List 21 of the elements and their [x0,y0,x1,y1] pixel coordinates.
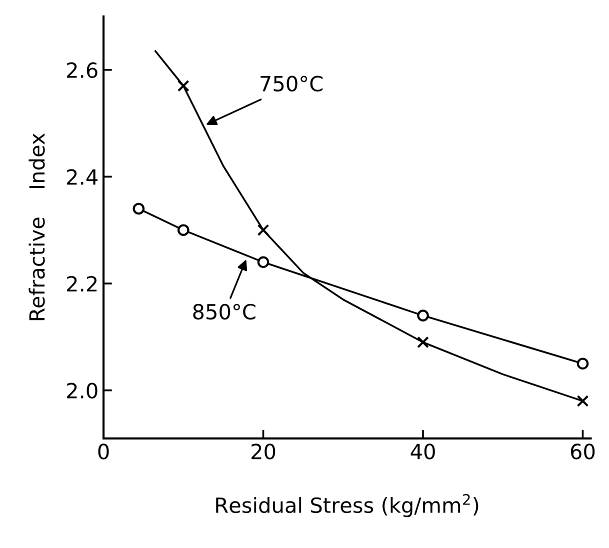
point [257,256,270,268]
annotation: 750°C [260,76,323,92]
point [576,358,589,370]
x-tick-label: 40 [410,444,435,460]
point [177,224,190,236]
x-tick-label: 60 [570,444,595,460]
y-tick-label: 2.2 [67,276,97,292]
x-axis-title: Residual Stress (kg/mm$^{2}$) [216,494,478,518]
y-tick-label: 2.4 [67,169,98,185]
y-axis-title: Refractive Index [28,133,45,320]
x-tick-label: 20 [252,444,276,460]
point [417,310,429,322]
point [257,224,270,236]
y-tick-label: 2.6 [67,62,98,78]
point [417,336,429,348]
point [132,202,145,215]
point [576,395,589,407]
annotation: 850°C [193,304,256,320]
x-tick-label: 0 [98,444,109,460]
point [177,80,190,92]
y-tick-label: 2.0 [67,382,98,399]
